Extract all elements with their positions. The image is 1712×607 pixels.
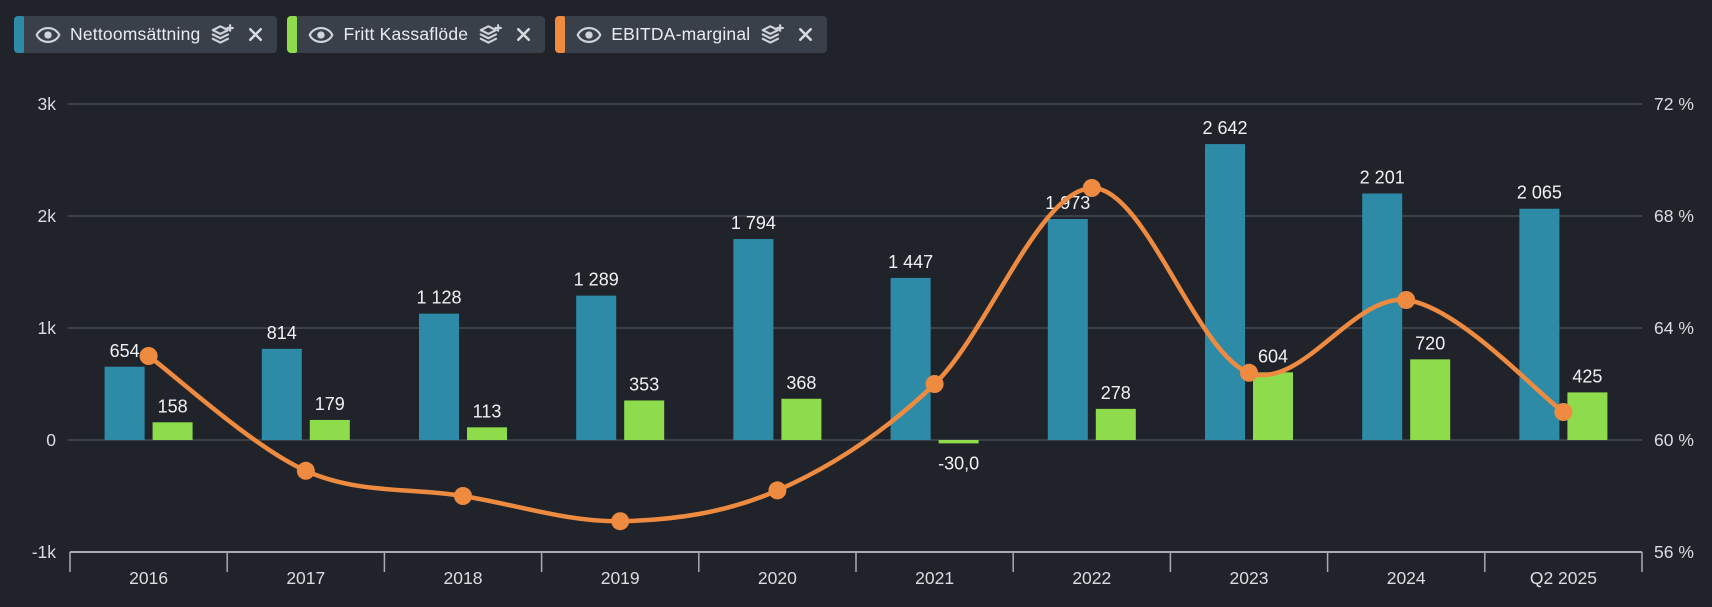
y-axis-label-left: 0: [46, 430, 56, 450]
x-axis-label: Q2 2025: [1530, 568, 1597, 588]
legend-chip-ebitda-marginal[interactable]: EBITDA-marginal: [555, 16, 828, 53]
bar-value-label: 179: [315, 394, 345, 414]
eye-icon[interactable]: [35, 22, 61, 48]
bar-value-label: 1 128: [416, 288, 461, 308]
bar-value-label: 2 642: [1202, 118, 1247, 138]
line-point[interactable]: [925, 375, 944, 393]
bar-fritt-kassaflode[interactable]: [152, 422, 193, 440]
x-axis-label: 2020: [758, 568, 797, 588]
x-axis-label: 2018: [444, 568, 483, 588]
line-point[interactable]: [1397, 291, 1416, 309]
line-point[interactable]: [611, 512, 630, 531]
line-point[interactable]: [454, 487, 472, 505]
y-axis-label-right: 72 %: [1654, 94, 1694, 114]
close-icon[interactable]: [245, 24, 266, 45]
x-axis-label: 2019: [601, 568, 640, 588]
bar-value-label: 2 201: [1360, 167, 1405, 187]
bar-value-label: 720: [1415, 333, 1445, 353]
legend-chip-label: Nettoomsättning: [70, 24, 201, 44]
bar-fritt-kassaflode[interactable]: [1095, 408, 1136, 440]
close-icon[interactable]: [513, 24, 534, 45]
bar-fritt-kassaflode[interactable]: [1253, 372, 1293, 440]
bar-value-label: 2 065: [1517, 183, 1562, 203]
x-axis-label: 2017: [286, 568, 325, 588]
bar-fritt-kassaflode[interactable]: [1410, 359, 1451, 440]
y-axis-label-right: 56 %: [1654, 542, 1694, 562]
bar-fritt-kassaflode[interactable]: [781, 398, 822, 440]
x-axis-label: 2016: [129, 568, 168, 588]
y-axis-label-left: -1k: [32, 542, 57, 562]
bar-value-label: 814: [267, 323, 297, 343]
eye-icon[interactable]: [308, 22, 334, 48]
bar-nettoomsattning[interactable]: [1205, 144, 1245, 440]
series-color-strip: [287, 16, 298, 53]
legend-chip-label: Fritt Kassaflöde: [343, 24, 469, 44]
line-point[interactable]: [768, 481, 787, 500]
bar-fritt-kassaflode[interactable]: [624, 400, 665, 440]
line-point[interactable]: [1082, 179, 1101, 197]
legend-chip-nettoomsattning[interactable]: Nettoomsättning: [14, 16, 278, 53]
line-point[interactable]: [1554, 403, 1573, 421]
line-point[interactable]: [139, 347, 158, 365]
bar-nettoomsattning[interactable]: [576, 295, 617, 440]
bar-value-label: 158: [158, 396, 188, 416]
bar-value-label: 113: [473, 401, 502, 421]
x-axis-label: 2024: [1387, 568, 1426, 588]
bar-fritt-kassaflode[interactable]: [1567, 392, 1608, 440]
bar-value-label: 425: [1572, 366, 1602, 386]
bar-value-label: -30,0: [938, 453, 979, 473]
y-axis-label-left: 3k: [38, 94, 57, 114]
bar-value-label: 1 447: [888, 252, 933, 272]
series-color-strip: [555, 16, 566, 53]
bar-fritt-kassaflode[interactable]: [309, 419, 350, 440]
bar-fritt-kassaflode[interactable]: [938, 440, 979, 444]
legend-chip-label: EBITDA-marginal: [611, 24, 751, 44]
bar-value-label: 1 794: [731, 213, 776, 233]
bar-value-label: 353: [629, 374, 659, 394]
close-icon[interactable]: [795, 24, 816, 45]
bar-fritt-kassaflode[interactable]: [467, 427, 507, 440]
bar-value-label: 278: [1101, 383, 1131, 403]
ebitda-margin-line[interactable]: [146, 185, 1566, 524]
legend: Nettoomsättning: [14, 16, 828, 53]
y-axis-label-left: 2k: [38, 206, 57, 226]
layers-plus-icon[interactable]: [209, 22, 235, 48]
line-point[interactable]: [296, 461, 315, 480]
bar-nettoomsattning[interactable]: [419, 313, 459, 440]
legend-chip-fritt-kassaflode[interactable]: Fritt Kassaflöde: [287, 16, 546, 53]
bar-nettoomsattning[interactable]: [1047, 219, 1088, 440]
eye-icon[interactable]: [576, 22, 602, 48]
bar-nettoomsattning[interactable]: [104, 366, 145, 440]
series-color-strip: [14, 16, 24, 53]
bar-nettoomsattning[interactable]: [1362, 193, 1403, 440]
line-point[interactable]: [1240, 363, 1258, 382]
y-axis-label-left: 1k: [38, 318, 57, 338]
layers-plus-icon[interactable]: [759, 22, 785, 48]
bar-nettoomsattning[interactable]: [733, 239, 774, 440]
y-axis-label-right: 60 %: [1654, 430, 1694, 450]
bar-value-label: 368: [786, 373, 816, 393]
bar-nettoomsattning[interactable]: [890, 277, 931, 440]
x-axis-label: 2021: [915, 568, 954, 588]
bar-value-label: 1 289: [574, 270, 619, 290]
bar-value-label: 604: [1258, 346, 1288, 366]
y-axis-label-right: 64 %: [1654, 318, 1694, 338]
x-axis-label: 2023: [1230, 568, 1269, 588]
layers-plus-icon[interactable]: [477, 22, 503, 48]
y-axis-label-right: 68 %: [1654, 206, 1694, 226]
x-axis-label: 2022: [1072, 568, 1111, 588]
bar-value-label: 654: [110, 341, 140, 361]
bar-nettoomsattning[interactable]: [261, 348, 302, 440]
